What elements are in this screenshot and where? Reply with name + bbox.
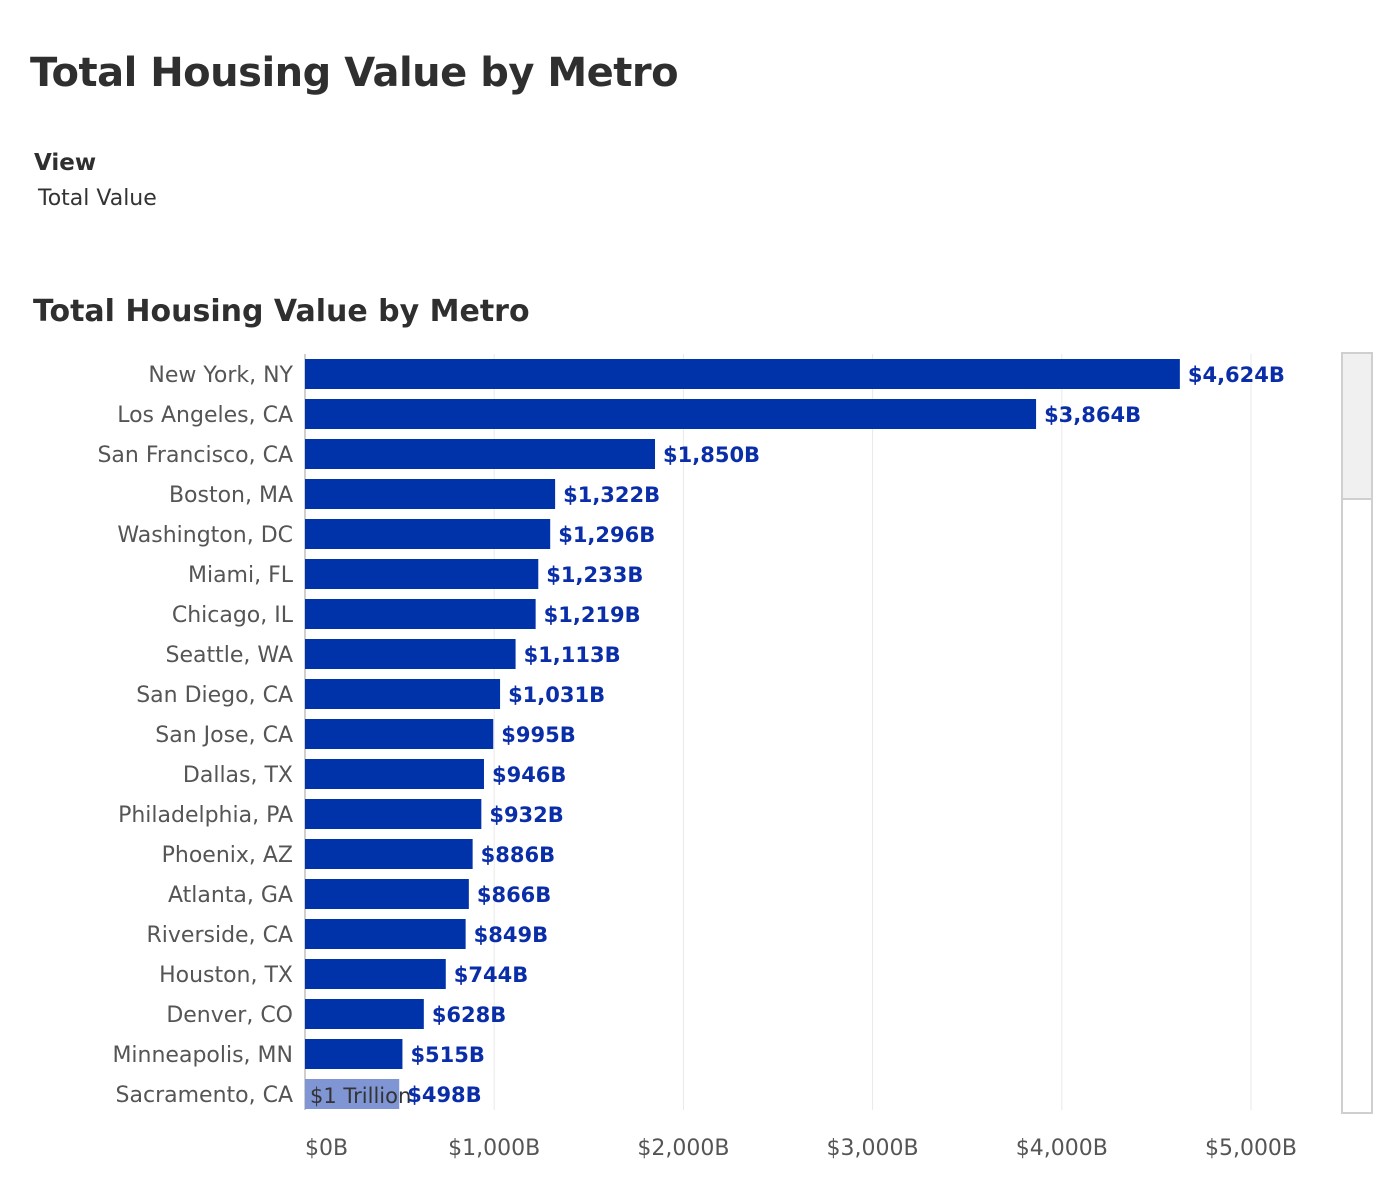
bar[interactable]: [305, 759, 484, 789]
vertical-scrollbar[interactable]: [1341, 352, 1373, 1114]
bar[interactable]: [305, 999, 424, 1029]
category-label: San Francisco, CA: [97, 443, 293, 468]
value-label: $886B: [481, 843, 555, 867]
bar[interactable]: [305, 399, 1037, 429]
category-label: Los Angeles, CA: [117, 403, 293, 428]
view-selector-value[interactable]: Total Value: [38, 186, 157, 211]
category-label: Dallas, TX: [183, 763, 293, 788]
x-tick-label: $1,000B: [448, 1136, 540, 1161]
bar[interactable]: [305, 1039, 403, 1069]
value-label: $3,864B: [1044, 403, 1141, 427]
category-label: San Diego, CA: [136, 683, 293, 708]
value-label: $995B: [501, 723, 575, 747]
bar[interactable]: [305, 639, 516, 669]
value-label: $932B: [489, 803, 563, 827]
value-label: $4,624B: [1188, 363, 1285, 387]
category-label: Washington, DC: [117, 523, 293, 548]
bar[interactable]: [305, 519, 551, 549]
scrollbar-thumb[interactable]: [1343, 354, 1371, 500]
bar[interactable]: [305, 839, 473, 869]
bar[interactable]: [305, 919, 466, 949]
value-label: $849B: [474, 923, 548, 947]
category-label: Boston, MA: [169, 483, 293, 508]
bar[interactable]: [305, 719, 494, 749]
category-label: Minneapolis, MN: [112, 1043, 293, 1068]
x-tick-label: $3,000B: [827, 1136, 919, 1161]
labels: $0B $1,000B $2,000B $3,000B $4,000B $5,000B Ne…: [97, 363, 1297, 1161]
bar[interactable]: [305, 479, 556, 509]
bar[interactable]: [305, 439, 656, 469]
category-label: New York, NY: [148, 363, 293, 388]
value-label: $1,219B: [544, 603, 641, 627]
bar[interactable]: [305, 599, 536, 629]
value-label: $1,113B: [524, 643, 621, 667]
value-label: $1,031B: [508, 683, 605, 707]
category-label: San Jose, CA: [155, 723, 293, 748]
page-title: Total Housing Value by Metro: [30, 50, 679, 96]
category-label: Philadelphia, PA: [118, 803, 293, 828]
value-label: $1,233B: [546, 563, 643, 587]
bar[interactable]: [305, 679, 501, 709]
bars: [305, 359, 1180, 1109]
x-tick-label: $0B: [305, 1136, 348, 1161]
category-label: Miami, FL: [188, 563, 294, 588]
category-label: Houston, TX: [159, 963, 293, 988]
view-label: View: [34, 150, 97, 176]
category-label: Denver, CO: [166, 1003, 293, 1028]
x-tick-label: $2,000B: [637, 1136, 729, 1161]
chart-title: Total Housing Value by Metro: [33, 294, 530, 329]
category-label: Riverside, CA: [147, 923, 293, 948]
category-label: Sacramento, CA: [116, 1083, 293, 1108]
bar[interactable]: [305, 1079, 400, 1109]
bar[interactable]: [305, 799, 482, 829]
category-label: Seattle, WA: [166, 643, 293, 668]
value-label: $1,850B: [663, 443, 760, 467]
x-tick-label: $4,000B: [1016, 1136, 1108, 1161]
bar[interactable]: [305, 359, 1180, 389]
bar[interactable]: [305, 879, 469, 909]
x-tick-label: $5,000B: [1205, 1136, 1297, 1161]
value-label: $498B: [407, 1083, 481, 1107]
value-label: $946B: [492, 763, 566, 787]
category-label: Phoenix, AZ: [162, 843, 293, 868]
bar[interactable]: [305, 559, 539, 589]
bar[interactable]: [305, 959, 446, 989]
annotation-label: $1 Trillion: [310, 1084, 411, 1108]
value-label: $866B: [477, 883, 551, 907]
category-label: Atlanta, GA: [168, 883, 293, 908]
value-label: $744B: [454, 963, 528, 987]
value-label: $1,296B: [558, 523, 655, 547]
value-label: $1,322B: [563, 483, 660, 507]
value-label: $515B: [410, 1043, 484, 1067]
bar-chart: $0B $1,000B $2,000B $3,000B $4,000B $5,000B Ne…: [97, 354, 1297, 1161]
category-label: Chicago, IL: [172, 603, 294, 628]
value-label: $628B: [432, 1003, 506, 1027]
